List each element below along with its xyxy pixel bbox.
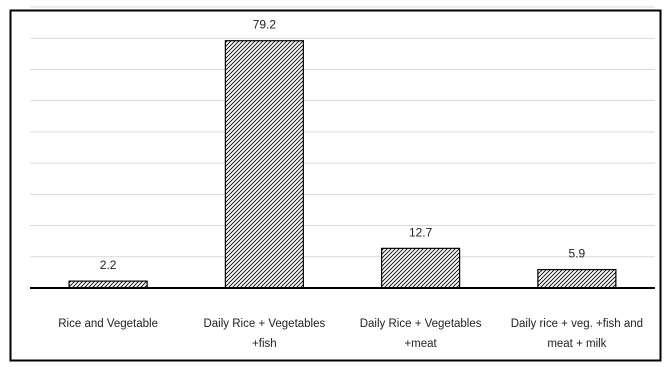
data-label-2: 79.2 [253,18,277,32]
bar-1 [68,280,148,289]
chart-border [9,9,662,362]
data-label-4: 5.9 [569,247,586,261]
category-label-1: Rice and Vegetable [58,318,158,330]
data-label-3: 12.7 [409,225,433,239]
data-label-1: 2.2 [100,258,117,272]
category-label-3: Daily Rice + Vegetables [360,318,482,330]
data-labels: 2.2 79.2 12.7 5.9 [100,18,586,272]
category-label-3: +meat [404,338,437,350]
bar-2 [224,40,304,289]
category-label-4: meat + milk [547,338,606,350]
category-label-2: +fish [252,338,277,350]
category-labels: Rice and Vegetable Daily Rice + Vegetable… [58,318,643,350]
bar-3 [381,247,461,289]
category-label-4: Daily rice + veg. +fish and [511,318,643,330]
bar-4 [537,268,617,289]
gridlines [30,6,655,258]
bars [68,40,617,289]
category-label-2: Daily Rice + Vegetables [203,318,325,330]
